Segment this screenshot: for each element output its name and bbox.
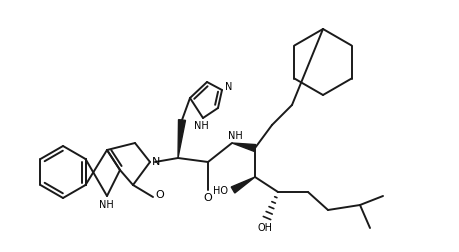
Polygon shape xyxy=(232,143,256,151)
Text: HO: HO xyxy=(213,186,229,196)
Polygon shape xyxy=(178,120,185,158)
Text: N: N xyxy=(152,157,160,167)
Text: NH: NH xyxy=(228,131,242,141)
Text: O: O xyxy=(204,193,213,203)
Text: O: O xyxy=(156,190,164,200)
Text: NH: NH xyxy=(194,121,208,131)
Text: NH: NH xyxy=(99,200,113,210)
Polygon shape xyxy=(231,177,255,193)
Text: OH: OH xyxy=(257,223,273,233)
Text: N: N xyxy=(225,82,233,92)
